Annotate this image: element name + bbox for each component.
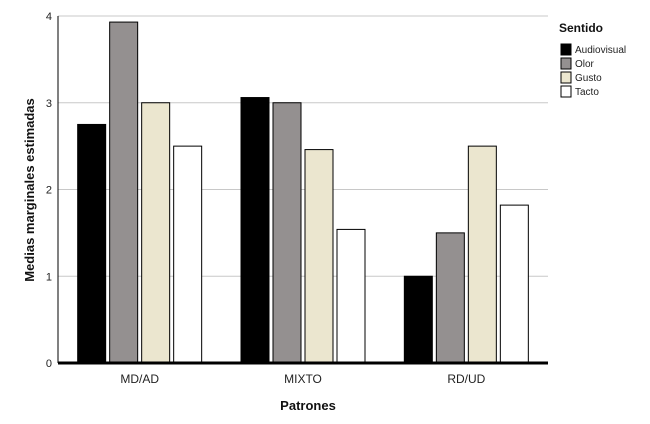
bar xyxy=(240,97,270,364)
y-tick-label: 4 xyxy=(46,11,52,23)
y-axis-title: Medias marginales estimadas xyxy=(22,98,37,282)
bar xyxy=(336,228,366,364)
x-category-label: MIXTO xyxy=(284,372,322,386)
bar xyxy=(109,21,139,364)
bar xyxy=(435,232,465,364)
gridlines xyxy=(58,15,548,277)
x-category-label: MD/AD xyxy=(120,372,159,386)
legend-swatch xyxy=(560,43,572,56)
category-labels: MD/AD MIXTO RD/UD xyxy=(120,372,485,386)
legend-title: Sentido xyxy=(559,21,603,35)
legend-label: Tacto xyxy=(575,87,599,98)
legend-label: Audiovisual xyxy=(575,45,626,56)
legend-label: Gusto xyxy=(575,73,602,84)
bar xyxy=(467,145,497,364)
bar xyxy=(272,102,302,364)
bar xyxy=(304,149,334,364)
x-category-label: RD/UD xyxy=(447,372,485,386)
bar xyxy=(77,123,107,364)
legend-swatch xyxy=(560,57,572,70)
legend-swatch xyxy=(560,85,572,98)
legend-items: Audiovisual Olor Gusto Tacto xyxy=(560,43,626,98)
bar xyxy=(141,102,171,364)
legend-label: Olor xyxy=(575,59,595,70)
y-tick-label: 0 xyxy=(46,358,52,370)
y-tick-label: 2 xyxy=(46,185,52,197)
bar xyxy=(403,275,433,364)
x-axis-title: Patrones xyxy=(280,398,336,413)
y-tick-labels: 0 1 2 3 4 xyxy=(46,11,52,370)
bar xyxy=(499,204,529,364)
bar xyxy=(173,145,203,364)
axes xyxy=(57,16,548,365)
y-tick-label: 3 xyxy=(46,98,52,110)
legend-swatch xyxy=(560,71,572,84)
bars xyxy=(77,21,529,364)
y-tick-label: 1 xyxy=(46,271,52,283)
legend: Sentido Audiovisual Olor Gusto Tacto xyxy=(559,21,626,98)
